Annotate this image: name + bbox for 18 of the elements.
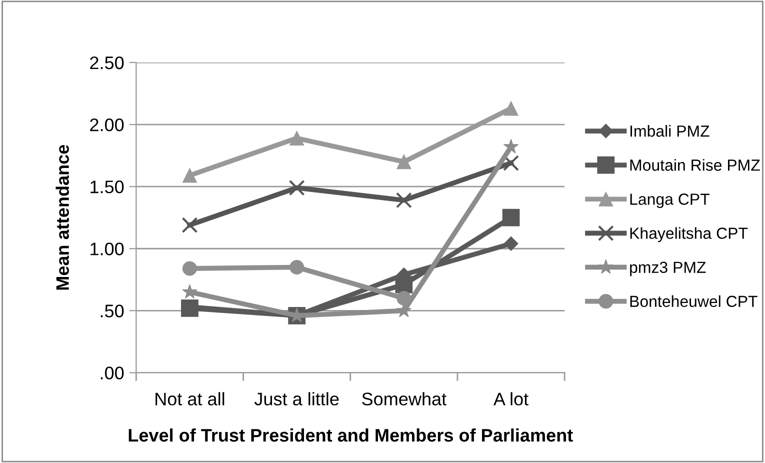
x-tick-label: Just a little xyxy=(254,392,339,406)
y-tick-label: 1.00 xyxy=(90,242,124,256)
legend-label: Bonteheuwel CPT xyxy=(630,295,758,308)
legend-label: Imbali PMZ xyxy=(630,125,710,137)
x-axis-title: Level of Trust President and Members of Parliament xyxy=(128,428,573,442)
legend-label: Khayelitsha CPT xyxy=(630,227,748,242)
y-axis-title: Mean attendance xyxy=(56,144,69,290)
y-tick-label: .00 xyxy=(100,366,124,380)
y-tick-label: 1.50 xyxy=(90,180,124,194)
x-tick-label: A lot xyxy=(493,392,528,406)
legend-label: Langa CPT xyxy=(630,194,710,208)
x-tick-label: Somewhat xyxy=(362,392,446,406)
legend-label: pmz3 PMZ xyxy=(630,262,706,276)
y-tick-label: .50 xyxy=(100,304,124,318)
x-tick-label: Not at all xyxy=(156,392,224,406)
y-tick-label: 2.00 xyxy=(90,118,124,132)
y-tick-label: 2.50 xyxy=(90,56,124,70)
legend-label: Moutain Rise PMZ xyxy=(630,159,760,171)
